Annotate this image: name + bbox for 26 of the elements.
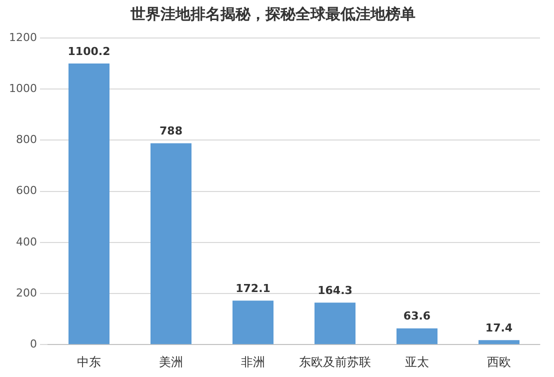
- data-label: 63.6: [403, 310, 431, 323]
- bar: [68, 64, 110, 344]
- data-label: 788: [160, 124, 182, 138]
- chart-title: 世界洼地排名揭秘，探秘全球最低洼地榜单: [130, 4, 416, 23]
- y-tick-label: 800: [16, 133, 37, 146]
- y-tick-label: 1200: [8, 30, 37, 44]
- y-tick-label: 1000: [8, 82, 37, 95]
- y-tick-label: 200: [16, 286, 37, 300]
- x-tick-label: 美洲: [158, 354, 183, 369]
- y-tick-label: 0: [30, 337, 37, 350]
- data-label: 172.1: [236, 282, 270, 295]
- bar: [478, 340, 520, 344]
- x-tick-label: 亚太: [405, 354, 429, 369]
- bar: [314, 302, 356, 344]
- x-tick-label: 中东: [76, 354, 101, 369]
- y-tick-label: 400: [16, 235, 37, 248]
- x-tick-label: 非洲: [240, 354, 265, 369]
- data-label: 1100.2: [68, 44, 110, 58]
- y-tick-label: 600: [16, 184, 37, 198]
- data-label: 17.4: [485, 322, 513, 335]
- x-tick-label: 西欧: [487, 354, 511, 369]
- x-tick-label: 东欧及前苏联: [299, 354, 371, 369]
- bar: [150, 143, 192, 344]
- data-label: 164.3: [318, 284, 352, 297]
- bar: [396, 328, 438, 344]
- bar: [232, 300, 274, 344]
